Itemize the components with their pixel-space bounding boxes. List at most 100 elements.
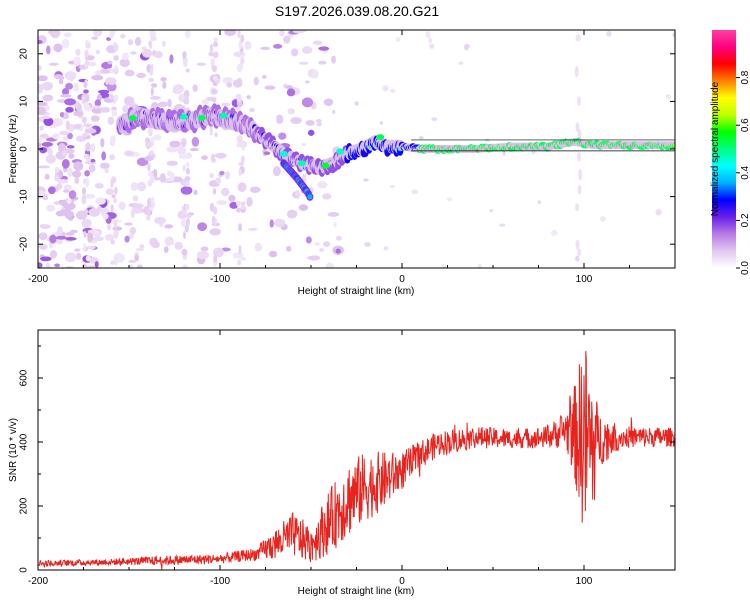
spectrogram-cell: [64, 252, 77, 263]
spectrogram-cell: [83, 230, 87, 238]
spectrogram-cell: [47, 186, 56, 195]
spectrogram-cell: [91, 105, 102, 109]
spectrogram-cell: [201, 155, 208, 160]
spectrogram-cell: [260, 46, 271, 50]
spectrogram-cell: [185, 68, 190, 73]
spectrogram-cell: [132, 195, 139, 202]
spectrogram-x-ticks: -200 -100 0 100: [28, 30, 676, 285]
spectrogram-cell: [54, 263, 61, 268]
spectrogram-cell: [575, 239, 580, 250]
spectrogram-cell: [147, 179, 153, 187]
y-tick-label: -20: [19, 237, 30, 252]
spectrogram-cell: [61, 150, 68, 157]
spectrogram-cell: [379, 121, 384, 125]
spectrogram-cell: [213, 37, 219, 42]
spectrogram-cell: [150, 63, 154, 73]
spectrogram-cell: [196, 62, 207, 67]
spectrogram-cell: [395, 36, 401, 42]
spectrogram-cell: [314, 242, 320, 246]
spectrogram-cell: [62, 136, 69, 141]
colorbar-tick-label: 0.6: [740, 118, 750, 132]
snr-y-ticks: 0 200 400 600: [19, 345, 675, 573]
spectrogram-cell: [99, 106, 111, 113]
spectrogram-zero-line: [411, 139, 675, 152]
spectrogram-cell: [47, 148, 53, 156]
spectrogram-cell: [127, 39, 134, 46]
spectrogram-cell: [111, 106, 117, 112]
spectrogram-cell: [81, 116, 87, 124]
spectrogram-cell: [182, 264, 188, 268]
spectrogram-cell: [84, 49, 89, 58]
spectrogram-cell: [317, 181, 328, 189]
spectrogram-cell: [248, 227, 258, 232]
spectrogram-cell: [83, 153, 89, 159]
spectrogram-cell: [164, 224, 174, 229]
spectrogram-cell: [285, 245, 292, 252]
spectrogram-cell: [165, 177, 171, 182]
spectrogram-cell: [38, 39, 43, 44]
spectrogram-cell: [236, 95, 242, 103]
spectrogram-cell: [261, 74, 267, 79]
spectrogram-cell: [323, 241, 331, 247]
spectrogram-cell: [44, 173, 50, 180]
spectrogram-cell: [154, 216, 166, 224]
spectrogram-cell: [240, 204, 246, 210]
spectrogram-cell: [102, 213, 109, 220]
spectrogram-cell: [73, 110, 83, 117]
spectrogram-cell: [40, 116, 51, 120]
spectrogram-cell: [95, 49, 100, 55]
spectrogram-cell: [219, 170, 225, 176]
spectrogram-cell: [273, 43, 283, 49]
spectrogram-cell: [246, 95, 251, 100]
spectrogram-cell: [274, 218, 286, 228]
spectrogram-cell: [147, 162, 151, 172]
spectrogram-cell: [213, 254, 218, 263]
spectrogram-cell: [73, 161, 84, 172]
spectrogram-cell: [57, 179, 69, 184]
colorbar-tick-label: 0.4: [740, 165, 750, 179]
spectrogram-cell: [575, 122, 580, 132]
spectrogram-cell: [105, 188, 115, 195]
spectrogram-cell: [298, 204, 308, 211]
spectrogram-cell: [241, 201, 246, 206]
spectrogram-cell: [38, 262, 43, 268]
spectrogram-cell: [114, 256, 118, 266]
spectrogram-cell: [45, 262, 51, 268]
spectrogram-cell: [63, 184, 72, 191]
spectrogram-cell: [66, 145, 75, 149]
spectrogram-cell: [307, 129, 315, 136]
spectrogram-cell: [183, 57, 188, 68]
spectrogram-cell: [185, 167, 190, 175]
spectrogram-cell: [182, 51, 187, 60]
colorbar-tick-label: 0.0: [740, 261, 750, 275]
spectrogram-cell: [110, 203, 114, 213]
spectrogram-cell: [153, 134, 162, 141]
spectrogram-cell: [124, 222, 133, 226]
spectrogram-cell: [502, 151, 506, 156]
x-tick-label: 100: [576, 576, 593, 587]
spectrogram-cell: [164, 237, 173, 247]
spectrogram-cell: [174, 86, 183, 95]
spectrogram-cell: [65, 82, 74, 90]
spectrogram-cell: [184, 30, 191, 38]
spectrogram-cell: [144, 137, 151, 144]
spectrogram-cell: [215, 152, 227, 159]
colorbar: 0.0 0.2 0.4 0.6 0.8 Normalized spectral ampl…: [710, 30, 750, 275]
spectrogram-cell: [114, 186, 118, 195]
spectrogram-cell: [65, 232, 75, 236]
spectrogram-cell: [128, 115, 137, 122]
spectrogram-y-label: Frequency (Hz): [8, 115, 19, 184]
spectrogram-cell: [75, 48, 81, 56]
x-tick-label: -200: [28, 274, 48, 285]
spectrogram-cell: [189, 147, 199, 152]
spectrogram-cell: [40, 256, 52, 262]
spectrogram-cell: [151, 240, 160, 249]
spectrogram-cell: [196, 250, 209, 260]
spectrogram-cell: [232, 79, 243, 88]
spectrogram-cell: [209, 43, 214, 54]
spectrogram-cell: [192, 84, 198, 93]
spectrogram-cell: [84, 59, 88, 69]
spectrogram-cell: [215, 177, 222, 184]
spectrogram-cell: [148, 141, 154, 148]
